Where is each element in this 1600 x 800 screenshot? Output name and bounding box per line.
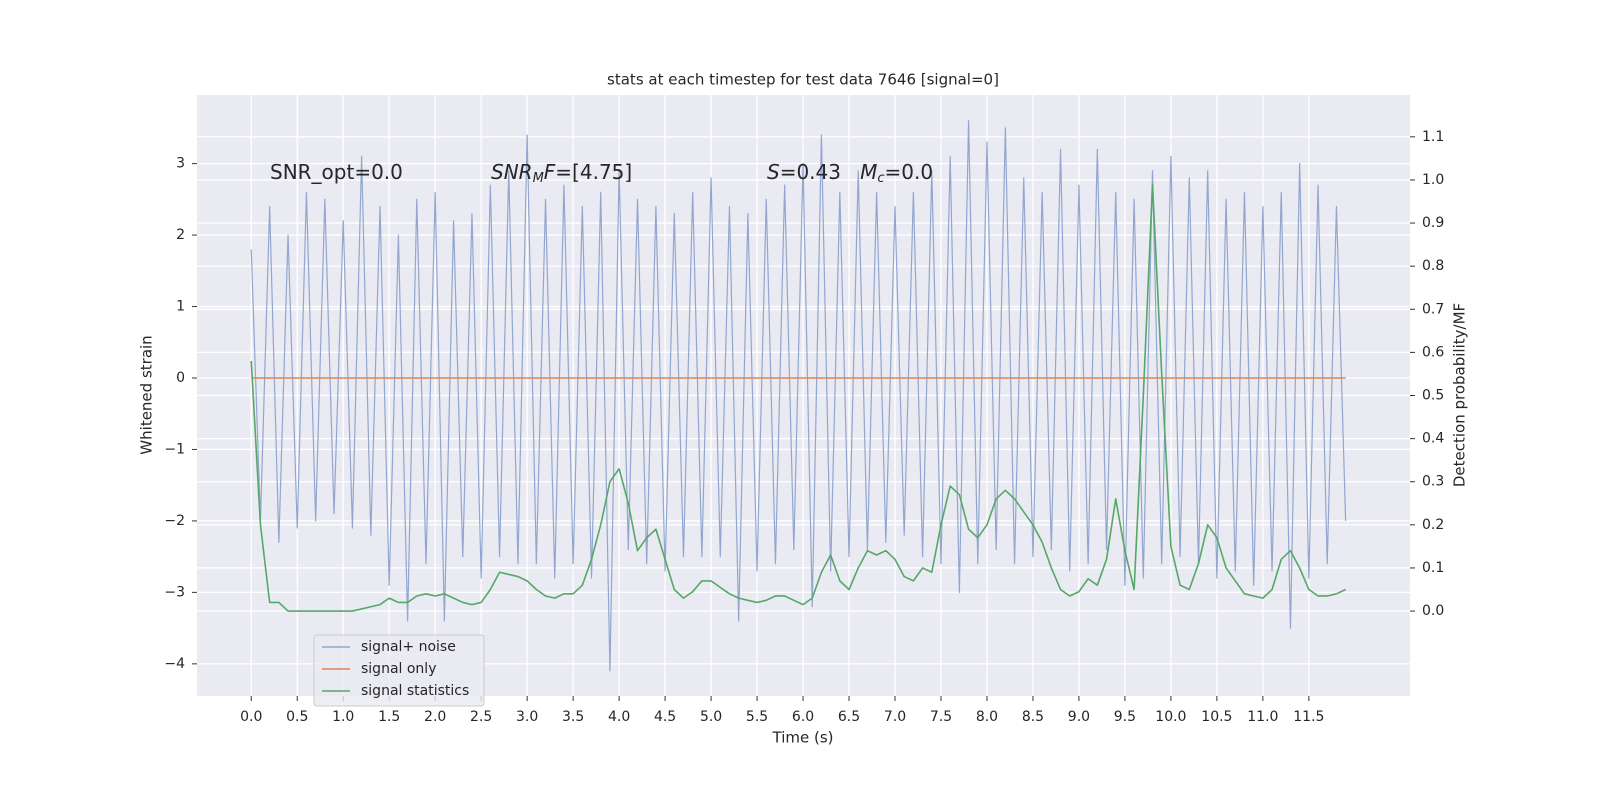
annotation-part: =[4.75] (555, 160, 632, 184)
legend: signal+ noise signal only signal statistic… (313, 634, 485, 707)
y-axis-label: Whitened strain (138, 335, 156, 454)
labels: 0.0 0.5 1.0 1.5 2.0 2.5 3.0 3.5 4.0 4.5 5.0 5.5 6.0 6… (164, 129, 1444, 725)
y2-tick-label: 0.7 (1422, 301, 1444, 317)
x-tick-label: 1.0 (332, 709, 354, 725)
annotation-part: =0.43 (780, 160, 860, 184)
legend-label: signal only (361, 661, 436, 677)
y-tick-label: 0 (176, 370, 185, 386)
y2-tick-label: 0.8 (1422, 258, 1444, 274)
x-tick-label: 4.5 (654, 709, 676, 725)
x-tick-label: 2.0 (424, 709, 446, 725)
x-tick-label: 9.5 (1114, 709, 1136, 725)
legend-box (313, 634, 485, 707)
x-tick-label: 3.5 (562, 709, 584, 725)
y-tick-label: −4 (164, 656, 185, 672)
x-tick-label: 10.0 (1155, 709, 1186, 725)
annotation-part: S (767, 160, 780, 184)
y2-tick-label: 0.9 (1422, 215, 1444, 231)
series-line (250, 183, 1346, 612)
x-tick-label: 6.0 (792, 709, 814, 725)
x-tick-label: 1.5 (378, 709, 400, 725)
y2-tick-label: 0.5 (1422, 388, 1444, 404)
y-tick-label: −3 (164, 584, 185, 600)
annotation: SNRMF=[4.75] (491, 160, 632, 186)
y2-axis-label: Detection probability/MF (1451, 303, 1469, 487)
x-axis-label: Time (s) (772, 729, 834, 747)
annotation-part: M (533, 171, 544, 186)
annotation-part: SNR_opt=0.0 (270, 160, 403, 184)
x-tick-label: 10.5 (1201, 709, 1232, 725)
annotation-part: M (860, 160, 877, 184)
x-tick-label: 7.0 (884, 709, 906, 725)
y-tick-label: 2 (176, 227, 185, 243)
x-tick-label: 11.5 (1293, 709, 1324, 725)
x-tick-label: 11.0 (1247, 709, 1278, 725)
annotation: S=0.43 Mc=0.0 (767, 160, 933, 186)
y2-tick-label: 0.4 (1422, 431, 1444, 447)
legend-label: signal+ noise (361, 639, 456, 655)
x-tick-label: 3.0 (516, 709, 538, 725)
annotation-part: F (544, 160, 556, 184)
y-tick-label: −2 (164, 513, 185, 529)
y2-tick-label: 0.2 (1422, 517, 1444, 533)
x-tick-label: 8.5 (1022, 709, 1044, 725)
x-tick-label: 7.5 (930, 709, 952, 725)
y2-tick-label: 1.0 (1422, 172, 1444, 188)
chart-title: stats at each timestep for test data 764… (607, 71, 999, 89)
x-tick-label: 5.5 (746, 709, 768, 725)
annotation-part: c (877, 171, 884, 186)
y2-tick-label: 0.1 (1422, 560, 1444, 576)
y-tick-label: 3 (176, 156, 185, 172)
x-tick-label: 8.0 (976, 709, 998, 725)
x-tick-label: 5.0 (700, 709, 722, 725)
x-tick-label: 9.0 (1068, 709, 1090, 725)
series-line (250, 120, 1347, 672)
y-tick-label: −1 (164, 441, 185, 457)
annotation: SNR_opt=0.0 (270, 160, 403, 184)
legend-label: signal statistics (361, 683, 469, 699)
y2-tick-label: 0.6 (1422, 344, 1444, 360)
x-tick-label: 6.5 (838, 709, 860, 725)
y-tick-label: 1 (176, 299, 185, 315)
x-tick-label: 4.0 (608, 709, 630, 725)
x-tick-label: 2.5 (470, 709, 492, 725)
annotation-part: =0.0 (885, 160, 934, 184)
y2-tick-label: 0.0 (1422, 603, 1444, 619)
y2-tick-label: 1.1 (1422, 129, 1444, 145)
x-tick-label: 0.0 (240, 709, 262, 725)
y2-tick-label: 0.3 (1422, 474, 1444, 490)
annotation-part: SNR (491, 160, 533, 184)
x-tick-label: 0.5 (286, 709, 308, 725)
marks (250, 120, 1347, 672)
